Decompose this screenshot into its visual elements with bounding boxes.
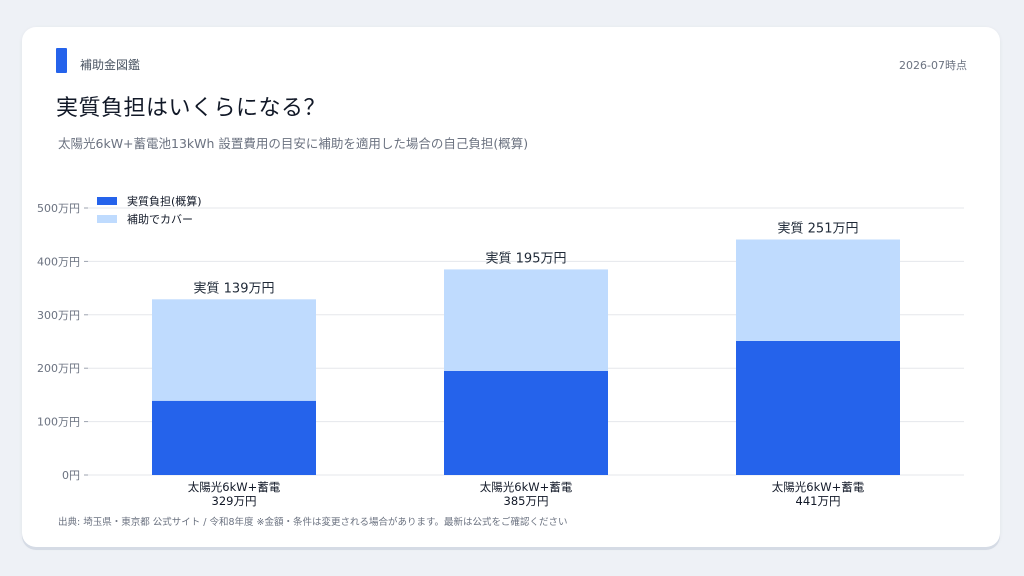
page-title: 実質負担はいくらになる？ [56, 96, 327, 121]
bar-self-burden [152, 400, 316, 475]
page-subtitle: 太陽光6kW+蓄電池13kWh 設置費用の目安に補助を適用した場合の自己負担(概… [58, 136, 529, 151]
legend-swatch [97, 215, 117, 223]
legend-label: 実質負担(概算) [127, 194, 202, 208]
accent-bar [56, 48, 67, 73]
y-tick-label: 200万円 [37, 362, 80, 375]
x-category-label: 441万円 [796, 494, 841, 508]
bar-subsidy [444, 269, 608, 371]
x-category-label: 太陽光6kW+蓄電 [188, 480, 281, 494]
legend-label: 補助でカバー [127, 212, 193, 226]
bar-self-burden [736, 340, 900, 475]
bar-self-burden [444, 370, 608, 475]
x-category-label: 329万円 [212, 494, 257, 508]
source-footnote: 出典: 埼玉県・東京都 公式サイト / 令和8年度 ※金額・条件は変更される場合… [58, 517, 568, 528]
bar-value-label: 実質 251万円 [778, 221, 859, 237]
section-label: 補助金図鑑 [80, 58, 141, 72]
y-tick-label: 300万円 [37, 309, 80, 322]
y-tick-label: 100万円 [37, 416, 80, 429]
bar-subsidy [736, 239, 900, 341]
x-category-label: 太陽光6kW+蓄電 [480, 480, 573, 494]
y-tick-label: 400万円 [37, 255, 80, 268]
y-tick-label: 500万円 [37, 202, 80, 215]
bar-value-label: 実質 139万円 [194, 280, 275, 296]
x-category-label: 385万円 [504, 494, 549, 508]
x-category-label: 太陽光6kW+蓄電 [772, 480, 865, 494]
chart-card: 補助金図鑑 2026-07時点 実質負担はいくらになる？ 太陽光6kW+蓄電池1… [22, 27, 1000, 547]
bar-value-label: 実質 195万円 [486, 250, 567, 266]
legend-swatch [97, 197, 117, 205]
y-tick-label: 0円 [62, 469, 80, 482]
bar-subsidy [152, 299, 316, 401]
date-label: 2026-07時点 [899, 59, 967, 72]
